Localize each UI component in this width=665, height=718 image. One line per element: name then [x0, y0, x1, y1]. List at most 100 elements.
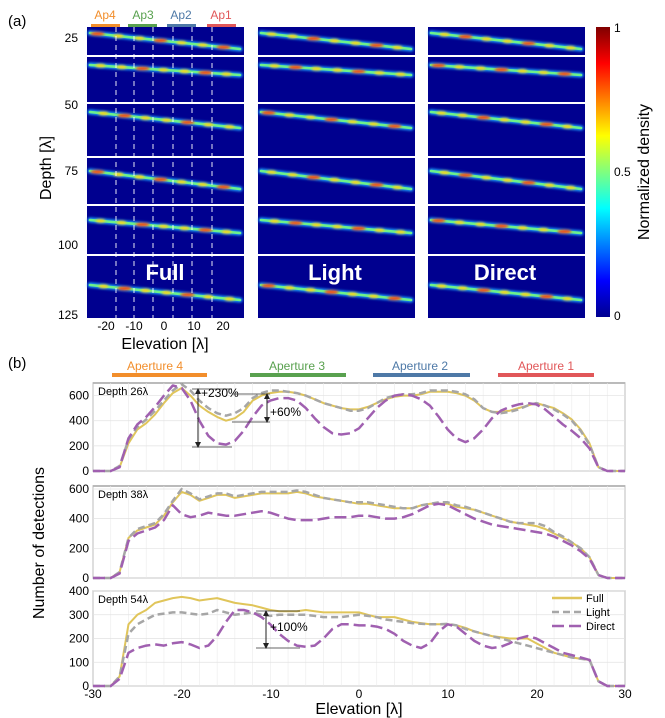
method-label-full: Full: [145, 260, 184, 285]
density-hotspot: [197, 43, 208, 47]
depth-tick-label: 50: [65, 98, 79, 112]
density-hotspot: [457, 113, 468, 118]
depth-tick-label: 25: [65, 31, 79, 45]
aperture-bar: [112, 373, 207, 377]
density-hotspot: [499, 290, 510, 295]
density-hotspot: [216, 45, 231, 50]
density-hotspot: [494, 67, 509, 72]
colorbar-tick-label: 0: [614, 309, 621, 323]
density-hotspot: [324, 117, 339, 122]
legend-label: Full: [586, 593, 604, 605]
density-hotspot: [350, 41, 361, 45]
depth-tick-label: 75: [65, 164, 79, 178]
density-hotspot: [134, 175, 145, 179]
density-hotspot: [502, 178, 513, 182]
density-hotspot: [475, 222, 486, 227]
density-hotspot: [544, 43, 555, 48]
density-hotspot: [395, 230, 406, 234]
method-label-light: Light: [308, 260, 362, 285]
density-hotspot: [457, 286, 468, 290]
density-hotspot: [90, 170, 105, 174]
series-line-full: [93, 490, 625, 579]
legend-label: Direct: [586, 621, 615, 633]
density-hotspot: [311, 66, 322, 71]
x-tick-label: -10: [262, 687, 280, 701]
density-hotspot: [387, 124, 402, 129]
y-tick-label: 200: [69, 541, 89, 555]
density-hotspot: [369, 43, 384, 48]
depth-tick-labels: 25 50 75 100 125: [58, 31, 78, 322]
y-tick-label: 200: [69, 632, 89, 646]
density-hotspot: [224, 297, 235, 301]
y-tick-label: 0: [82, 679, 89, 693]
legend-label: Light: [586, 607, 610, 619]
y-tick-label: 600: [69, 389, 89, 403]
density-hotspot: [499, 118, 510, 122]
density-hotspot: [153, 38, 168, 43]
density-hotspot: [221, 72, 232, 76]
density-maps: [87, 27, 585, 318]
density-hotspot: [116, 220, 127, 225]
density-hotspot: [351, 69, 366, 74]
panel-a-xlabel: Elevation [λ]: [121, 336, 208, 353]
y-tick-label: 100: [69, 655, 89, 669]
density-hotspot: [306, 36, 321, 41]
series-line-direct: [93, 608, 625, 688]
density-hotspot: [329, 39, 340, 43]
depth-title: Depth 26λ: [98, 386, 149, 398]
density-hotspot: [538, 70, 549, 75]
y-tick-label: 0: [82, 464, 89, 478]
density-hotspot: [374, 71, 385, 75]
density-hotspot: [557, 229, 572, 234]
density-hotspot: [287, 34, 298, 39]
density-hotspot: [431, 218, 446, 223]
density-hotspot: [266, 170, 277, 175]
density-hotspot: [261, 111, 276, 115]
density-hotspot: [539, 122, 554, 127]
density-hotspot: [494, 224, 509, 228]
density-hotspot: [180, 292, 195, 297]
detection-plot: 0 200 400 600 Depth 38λ: [69, 482, 626, 585]
density-hotspot: [539, 294, 554, 299]
density-hotspot: [562, 296, 573, 301]
annotation-label: +60%: [270, 405, 301, 419]
elevation-tick-label: -20: [97, 319, 115, 333]
aperture-bar: [498, 373, 594, 377]
density-hotspot: [305, 115, 316, 120]
aperture-tag-bar: [167, 24, 196, 27]
density-hotspot: [392, 185, 403, 190]
density-hotspot: [158, 224, 169, 229]
legend: Full Light Direct: [552, 593, 615, 633]
density-hotspot: [179, 226, 190, 230]
density-hotspot: [176, 180, 187, 184]
x-tick-label: 10: [441, 687, 455, 701]
density-hotspot: [347, 292, 358, 296]
density-hotspot: [221, 230, 232, 234]
density-hotspot: [332, 68, 343, 72]
series-line-light: [93, 487, 625, 580]
aperture-bar: [373, 373, 470, 377]
density-hotspot: [140, 116, 151, 120]
depth-title: Depth 38λ: [98, 489, 149, 501]
density-hotspot: [387, 296, 402, 301]
aperture-tag-label: Ap3: [132, 8, 154, 22]
density-hotspot: [481, 175, 492, 180]
density-hotspot: [140, 288, 151, 293]
aperture-tag-bar: [207, 24, 236, 27]
series-line-direct: [93, 502, 625, 580]
density-hotspot: [216, 185, 231, 189]
x-tick-label: 20: [530, 687, 544, 701]
density-hotspot: [368, 294, 379, 299]
aperture-tag-bar: [128, 24, 157, 27]
density-map-panel: [87, 27, 244, 318]
panel-b-xlabel: Elevation [λ]: [315, 701, 402, 718]
depth-title: Depth 54λ: [98, 594, 149, 606]
density-hotspot: [161, 290, 172, 295]
density-hotspot: [368, 122, 379, 126]
colorbar-tick-label: 0.5: [614, 165, 631, 179]
density-hotspot: [135, 222, 150, 227]
density-hotspot: [476, 288, 491, 293]
aperture-label: Aperture 1: [518, 359, 574, 373]
density-hotspot: [517, 226, 528, 230]
density-hotspot: [439, 170, 450, 175]
